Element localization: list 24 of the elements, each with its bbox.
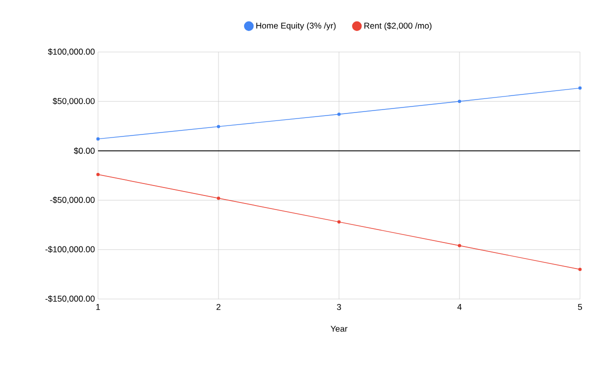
point (96, 137, 100, 141)
x-tick-label: 2 (216, 304, 220, 310)
x-tick-label: 4 (457, 304, 462, 310)
point (337, 220, 341, 224)
y-tick-label: $0.00 (74, 147, 95, 154)
point (578, 268, 582, 271)
point (458, 244, 462, 248)
legend-label: Home Equity (3% /yr) (256, 22, 336, 30)
x-tick-label: 1 (96, 304, 100, 310)
point (337, 112, 341, 116)
y-tick-label: -$100,000.00 (45, 246, 95, 254)
point (216, 124, 220, 128)
x-tick-label: 3 (336, 304, 341, 310)
point (96, 172, 100, 176)
y-tick-label: -$50,000.00 (50, 196, 95, 204)
y-tick-label: $50,000.00 (52, 98, 95, 106)
legend-label: Rent ($2,000 /mo) (364, 22, 432, 30)
point (216, 196, 220, 200)
x-axis-title: Year (330, 326, 348, 332)
point (458, 100, 462, 104)
point (578, 86, 582, 90)
y-tick-label: -$150,000.00 (45, 295, 95, 303)
y-tick-label: $100,000.00 (48, 48, 95, 56)
x-tick-label: 5 (578, 304, 582, 310)
